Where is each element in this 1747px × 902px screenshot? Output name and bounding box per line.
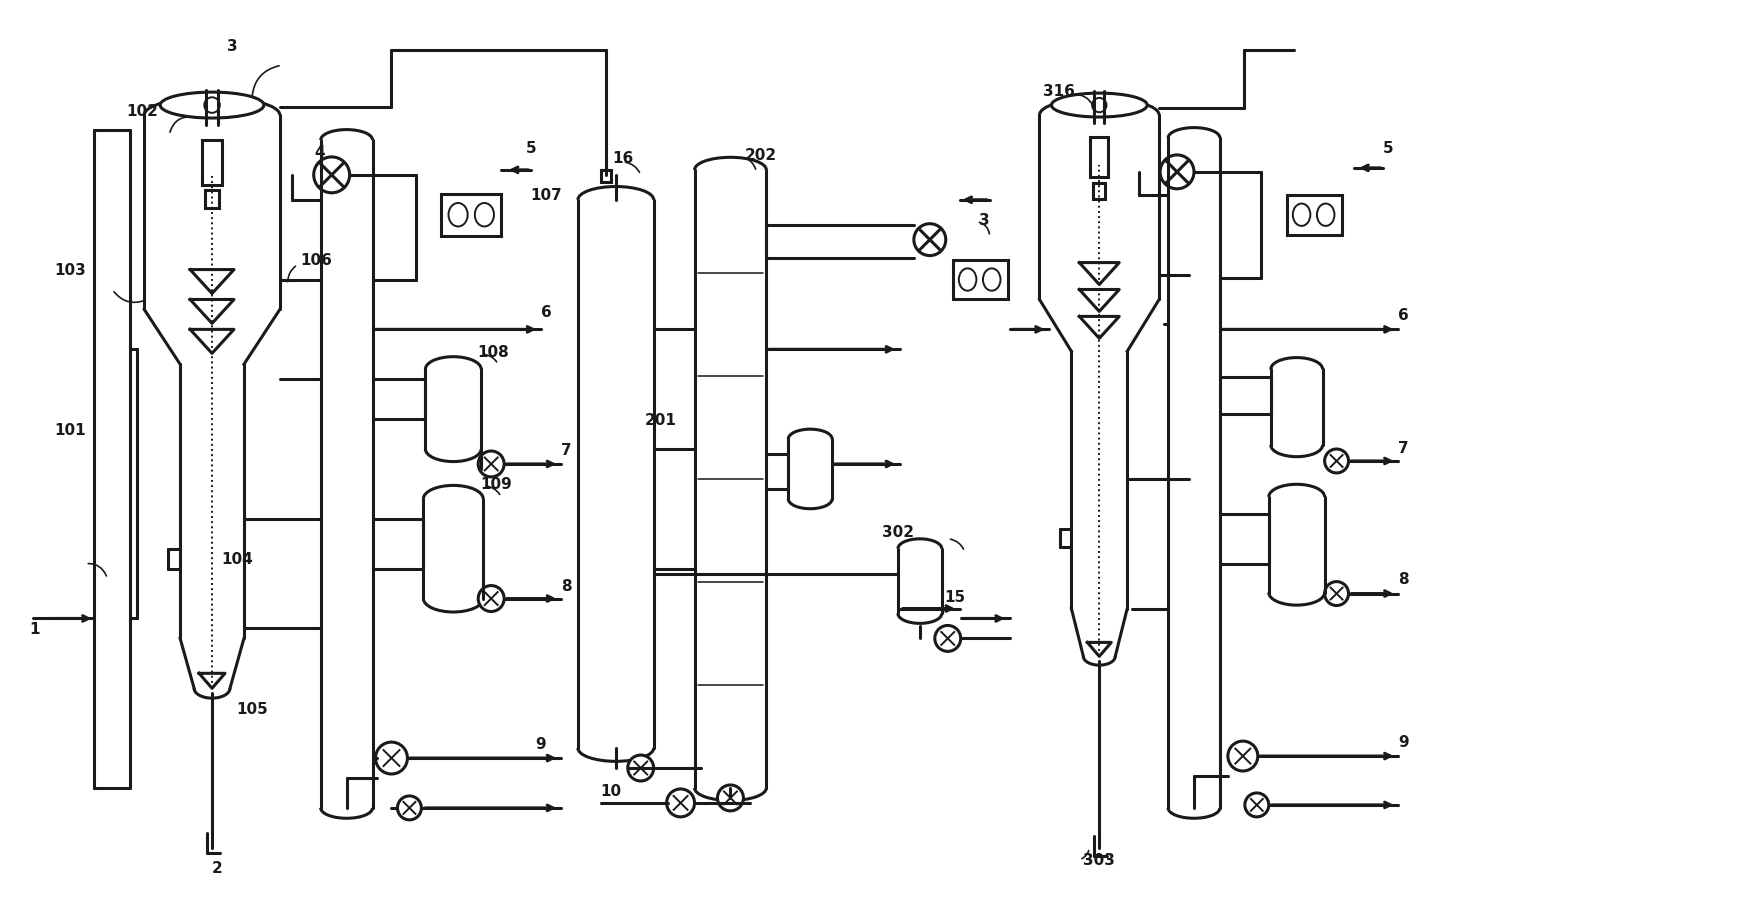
Text: 5: 5: [526, 142, 536, 156]
Text: 16: 16: [611, 152, 634, 166]
Ellipse shape: [1052, 94, 1148, 118]
Ellipse shape: [475, 204, 494, 227]
Text: 105: 105: [236, 701, 267, 716]
Ellipse shape: [914, 225, 945, 256]
Ellipse shape: [959, 269, 977, 291]
Text: 3: 3: [227, 39, 238, 54]
Ellipse shape: [1317, 205, 1335, 226]
Text: 202: 202: [744, 148, 776, 163]
Ellipse shape: [1246, 793, 1268, 817]
Ellipse shape: [935, 626, 961, 651]
Ellipse shape: [1293, 205, 1310, 226]
Text: 8: 8: [561, 578, 571, 594]
Text: 106: 106: [300, 253, 332, 268]
Ellipse shape: [314, 158, 349, 194]
Ellipse shape: [398, 796, 421, 820]
Ellipse shape: [161, 93, 264, 119]
Text: 103: 103: [54, 262, 86, 278]
Text: 7: 7: [1398, 440, 1408, 455]
Text: 3: 3: [980, 213, 991, 228]
Ellipse shape: [1324, 582, 1349, 606]
Ellipse shape: [376, 742, 407, 774]
Text: 303: 303: [1083, 852, 1115, 868]
Text: 201: 201: [645, 412, 676, 428]
Bar: [203, 141, 222, 186]
Bar: [1094, 184, 1106, 199]
Text: 302: 302: [882, 525, 914, 539]
Text: 1: 1: [30, 621, 40, 636]
Text: 109: 109: [480, 477, 512, 492]
Text: 6: 6: [540, 305, 552, 319]
Text: 101: 101: [54, 422, 86, 437]
Text: 15: 15: [943, 589, 966, 604]
Bar: [442, 195, 501, 236]
Text: 2: 2: [211, 861, 222, 875]
Text: 4: 4: [314, 145, 325, 161]
Text: 9: 9: [536, 736, 547, 750]
Text: 8: 8: [1398, 572, 1408, 586]
Ellipse shape: [1160, 156, 1193, 189]
Ellipse shape: [1324, 449, 1349, 474]
Ellipse shape: [627, 755, 653, 781]
Ellipse shape: [718, 785, 744, 811]
Bar: [1090, 138, 1108, 178]
Text: 108: 108: [477, 345, 508, 359]
Text: 102: 102: [126, 104, 159, 118]
Text: 10: 10: [601, 784, 622, 798]
Text: 104: 104: [222, 551, 253, 566]
Text: 7: 7: [561, 442, 571, 457]
Bar: [1288, 196, 1342, 235]
Ellipse shape: [449, 204, 468, 227]
Ellipse shape: [479, 586, 505, 612]
Ellipse shape: [1092, 99, 1106, 113]
Ellipse shape: [1228, 741, 1258, 771]
Ellipse shape: [667, 789, 695, 817]
Bar: [204, 190, 218, 208]
Text: 6: 6: [1398, 308, 1408, 323]
Ellipse shape: [984, 269, 1001, 291]
Text: 316: 316: [1043, 84, 1076, 98]
Bar: [952, 261, 1008, 300]
Text: 9: 9: [1398, 734, 1408, 749]
Text: 107: 107: [529, 189, 563, 203]
Ellipse shape: [479, 452, 505, 477]
Ellipse shape: [204, 98, 220, 114]
Bar: [601, 170, 611, 182]
Text: 5: 5: [1384, 142, 1394, 156]
